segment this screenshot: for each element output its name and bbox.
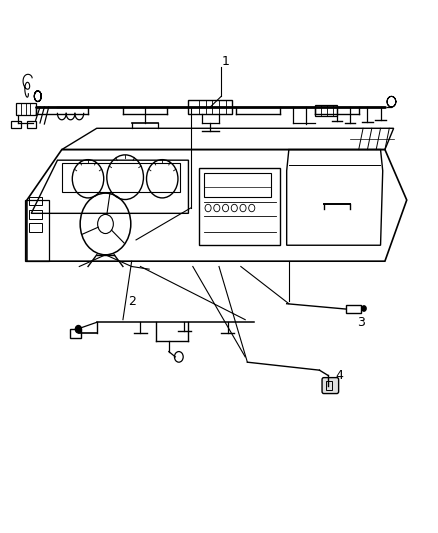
Bar — [27, 121, 36, 128]
Text: 3: 3 — [357, 316, 365, 329]
Bar — [188, 100, 232, 115]
Bar — [11, 121, 21, 128]
Text: 4: 4 — [335, 369, 343, 382]
Bar — [25, 200, 49, 261]
Circle shape — [75, 326, 81, 333]
Bar — [29, 210, 42, 219]
Bar — [70, 329, 81, 338]
Circle shape — [362, 306, 366, 311]
Bar — [199, 168, 280, 245]
Bar — [29, 223, 42, 232]
FancyBboxPatch shape — [322, 377, 339, 393]
Text: 2: 2 — [128, 295, 136, 308]
Bar — [16, 103, 35, 115]
Bar — [29, 197, 42, 205]
Bar — [204, 173, 272, 197]
Bar — [346, 305, 361, 313]
Bar — [315, 105, 337, 116]
Text: 1: 1 — [222, 55, 230, 68]
Bar — [326, 381, 332, 390]
